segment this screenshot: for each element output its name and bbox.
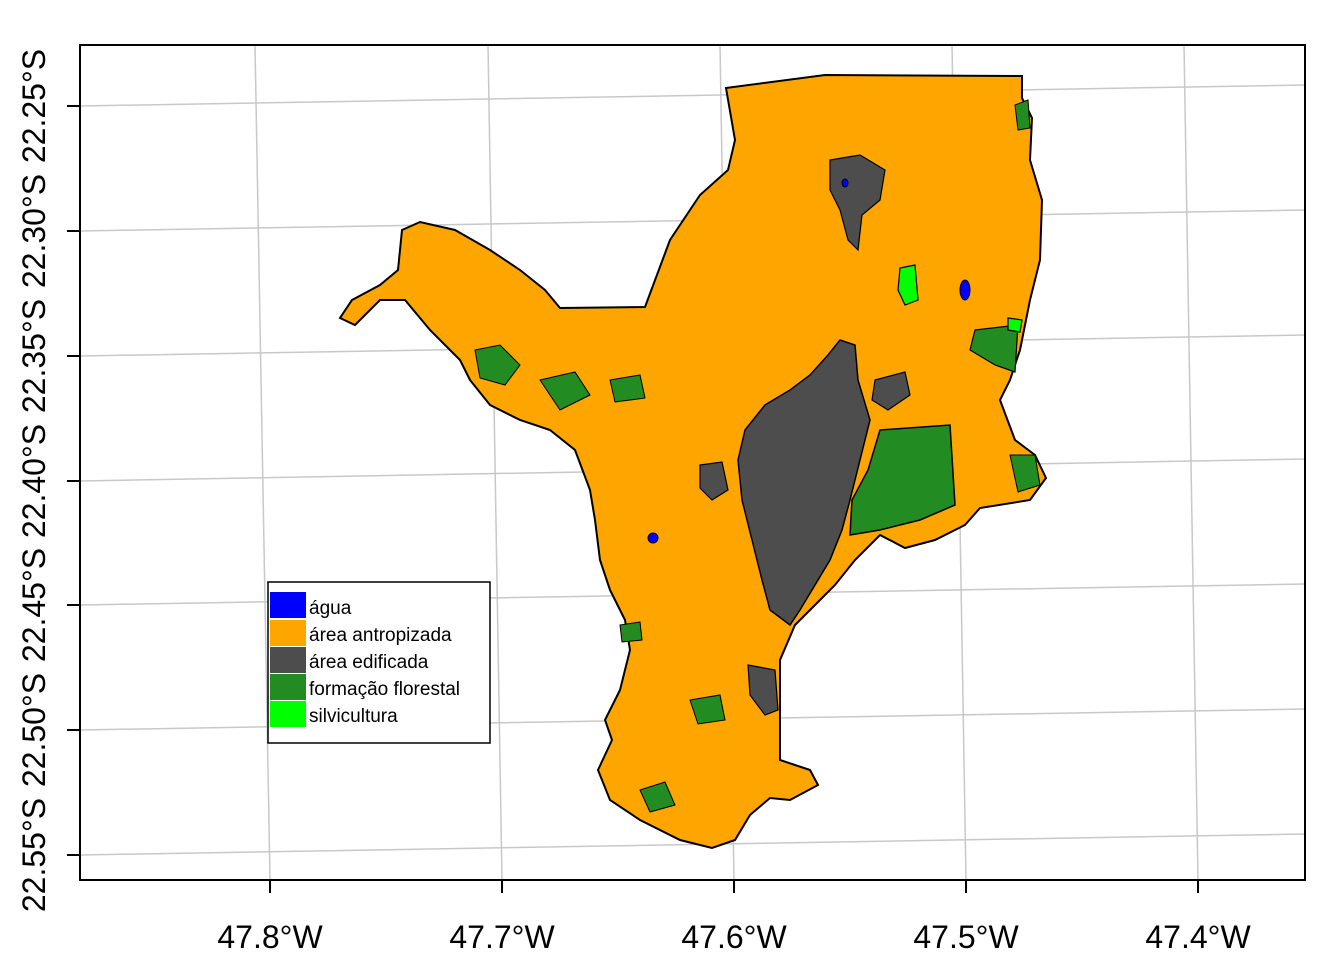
meridian-47.7 bbox=[487, 44, 503, 881]
formacao-florestal-south-patches bbox=[619, 621, 726, 813]
legend-label: área edificada bbox=[309, 652, 429, 673]
formacao-florestal-east-block bbox=[849, 424, 956, 536]
area-edificada-urban-core bbox=[737, 339, 871, 627]
y-tick-label: 22.55°S bbox=[16, 798, 52, 912]
area-edificada-west-patch bbox=[699, 461, 729, 501]
legend: água área antropizada área edificada for… bbox=[267, 581, 491, 744]
formacao-florestal-east-edge bbox=[1009, 99, 1041, 493]
y-tick-label: 22.40°S bbox=[16, 424, 52, 538]
agua-pond-west bbox=[647, 532, 659, 544]
x-tick-label: 47.6°W bbox=[681, 919, 787, 955]
y-tick-label: 22.30°S bbox=[16, 174, 52, 288]
legend-label: formação florestal bbox=[309, 679, 460, 700]
legend-swatch-silvicultura bbox=[270, 701, 306, 727]
area-edificada-south-patch bbox=[747, 664, 779, 716]
x-tick-label: 47.4°W bbox=[1145, 919, 1251, 955]
x-tick-label: 47.5°W bbox=[913, 919, 1019, 955]
agua-pond-central bbox=[841, 178, 849, 188]
y-tick-label: 22.35°S bbox=[16, 299, 52, 413]
parallel-22.25 bbox=[79, 84, 1306, 107]
x-axis: 47.8°W 47.7°W 47.6°W 47.5°W 47.4°W bbox=[217, 880, 1251, 955]
legend-label: silvicultura bbox=[309, 706, 398, 727]
legend-swatch-edificada bbox=[270, 647, 306, 673]
area-edificada-east-patch bbox=[871, 371, 911, 411]
legend-label: água bbox=[309, 598, 352, 619]
legend-label: área antropizada bbox=[309, 625, 452, 646]
agua-reservoir-north bbox=[959, 279, 971, 301]
x-tick-label: 47.7°W bbox=[449, 919, 555, 955]
legend-swatch-agua bbox=[270, 592, 306, 618]
meridian-47.4 bbox=[1183, 44, 1199, 881]
parallel-22.55 bbox=[79, 833, 1306, 856]
y-tick-label: 22.25°S bbox=[16, 49, 52, 163]
y-tick-label: 22.50°S bbox=[16, 673, 52, 787]
legend-swatch-antropizada bbox=[270, 620, 306, 646]
legend-swatch-florestal bbox=[270, 674, 306, 700]
formacao-florestal-west-patches bbox=[474, 344, 646, 411]
area-antropizada-region bbox=[338, 73, 1048, 850]
plot-frame bbox=[79, 44, 1306, 881]
y-axis: 22.25°S 22.30°S 22.35°S 22.40°S 22.45°S … bbox=[16, 49, 80, 912]
y-tick-label: 22.45°S bbox=[16, 548, 52, 662]
x-tick-label: 47.8°W bbox=[217, 919, 323, 955]
meridian-47.8 bbox=[254, 44, 271, 881]
silvicultura-patch-east bbox=[1007, 317, 1023, 333]
silvicultura-patch-north bbox=[897, 264, 919, 306]
